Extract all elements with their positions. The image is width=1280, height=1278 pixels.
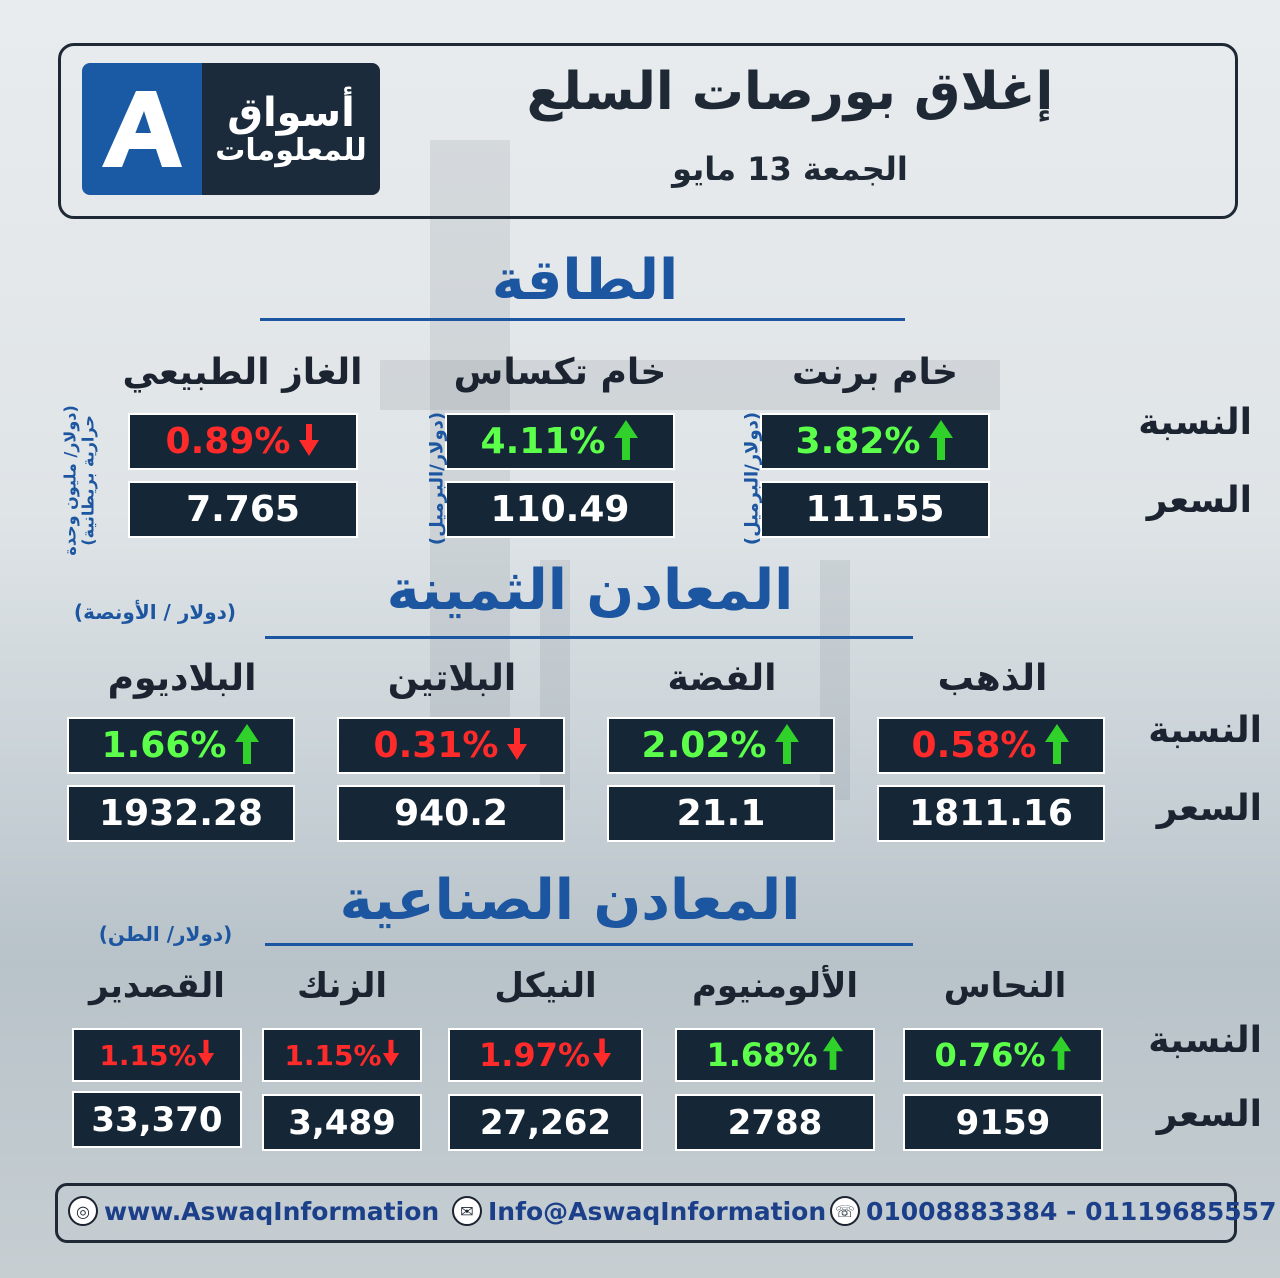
pct-value: 1.66%	[101, 725, 227, 766]
price-box: 7.765	[128, 481, 358, 538]
pct-box: 1.15%	[262, 1028, 422, 1082]
logo-line1: أسواق	[227, 89, 355, 136]
section-title-energy: الطاقة	[491, 248, 679, 313]
row-label-pct: النسبة	[1148, 710, 1262, 751]
arrow-down-icon	[298, 422, 320, 462]
website-text: www.AswaqInformation	[104, 1196, 440, 1226]
row-label-pct: النسبة	[1148, 1020, 1262, 1061]
pct-box: 4.11%	[445, 413, 675, 470]
footer-email[interactable]: ✉ Info@AswaqInformation	[452, 1196, 826, 1226]
pct-box: 1.15%	[72, 1028, 242, 1082]
commodity-name: الألومنيوم	[691, 966, 859, 1006]
logo-mark	[82, 63, 202, 195]
unit-label: (دولار/ مليون وحدة حرارية بريطانية)	[60, 405, 98, 556]
price-box: 1811.16	[877, 785, 1105, 842]
logo-a-icon	[102, 91, 182, 167]
logo-text: أسواق للمعلومات	[202, 63, 380, 195]
bg-rig-deck	[380, 360, 1000, 410]
page-date: الجمعة 13 مايو	[672, 150, 908, 188]
price-box: 3,489	[262, 1094, 422, 1151]
unit-label: (دولار/ الطن)	[98, 922, 233, 946]
unit-label: (دولار/البرميل)	[426, 411, 448, 546]
section-divider	[260, 318, 905, 321]
pct-value: 0.31%	[373, 725, 499, 766]
arrow-down-icon	[382, 1037, 400, 1073]
price-box: 9159	[903, 1094, 1103, 1151]
commodity-name: النيكل	[494, 966, 597, 1006]
pct-value: 2.02%	[641, 725, 767, 766]
pct-box: 0.58%	[877, 717, 1105, 774]
commodity-name: خام تكساس	[453, 352, 667, 393]
price-box: 940.2	[337, 785, 565, 842]
arrow-down-icon	[197, 1037, 215, 1073]
pct-value: 0.76%	[934, 1036, 1046, 1074]
arrow-down-icon	[592, 1036, 612, 1074]
arrow-up-icon	[774, 722, 800, 770]
row-label-price: السعر	[1146, 480, 1252, 521]
logo: أسواق للمعلومات	[82, 63, 380, 195]
pct-box: 0.31%	[337, 717, 565, 774]
pct-value: 4.11%	[480, 421, 606, 462]
row-label-price: السعر	[1156, 788, 1262, 829]
footer-phone[interactable]: ☏ 01008883384 - 01119685557	[830, 1196, 1276, 1226]
pct-box: 1.68%	[675, 1028, 875, 1082]
price-box: 33,370	[72, 1091, 242, 1148]
mail-icon: ✉	[452, 1196, 482, 1226]
section-divider	[265, 636, 913, 639]
section-divider	[265, 943, 913, 946]
email-text: Info@AswaqInformation	[488, 1196, 827, 1226]
commodity-name: القصدير	[89, 966, 225, 1006]
unit-label: (دولار / الأونصة)	[73, 600, 237, 624]
arrow-up-icon	[1050, 1033, 1072, 1077]
pct-box: 2.02%	[607, 717, 835, 774]
row-label-price: السعر	[1156, 1094, 1262, 1135]
phone-text: 01008883384 - 01119685557	[866, 1196, 1277, 1226]
pct-value: 0.89%	[165, 421, 291, 462]
pct-box: 0.89%	[128, 413, 358, 470]
pct-value: 1.15%	[99, 1038, 197, 1072]
page-title: إغلاق بورصات السلع	[526, 62, 1054, 122]
pct-value: 1.15%	[284, 1038, 382, 1072]
price-box: 21.1	[607, 785, 835, 842]
price-box: 27,262	[448, 1094, 643, 1151]
footer-frame	[55, 1183, 1237, 1243]
commodity-name: الذهب	[937, 658, 1048, 699]
price-box: 111.55	[760, 481, 990, 538]
pct-box: 1.97%	[448, 1028, 643, 1082]
globe-icon: ◎	[68, 1196, 98, 1226]
commodity-name: النحاس	[943, 966, 1067, 1006]
commodity-name: الزنك	[297, 966, 387, 1006]
arrow-up-icon	[234, 722, 260, 770]
pct-box: 0.76%	[903, 1028, 1103, 1082]
pct-box: 1.66%	[67, 717, 295, 774]
price-box: 2788	[675, 1094, 875, 1151]
arrow-up-icon	[928, 418, 954, 466]
commodity-name: الغاز الطبيعي	[122, 352, 363, 393]
commodity-name: البلاتين	[387, 658, 517, 699]
header-frame	[58, 43, 1238, 219]
arrow-down-icon	[506, 726, 528, 766]
pct-box: 3.82%	[760, 413, 990, 470]
price-box: 110.49	[445, 481, 675, 538]
footer-website[interactable]: ◎ www.AswaqInformation	[68, 1196, 439, 1226]
pct-value: 3.82%	[795, 421, 921, 462]
commodity-name: البلاديوم	[107, 658, 257, 699]
phone-icon: ☏	[830, 1196, 860, 1226]
section-title-precious: المعادن الثمينة	[386, 558, 794, 623]
commodity-name: الفضة	[667, 658, 777, 699]
row-label-pct: النسبة	[1138, 402, 1252, 443]
commodity-name: خام برنت	[792, 352, 958, 393]
arrow-up-icon	[613, 418, 639, 466]
price-box: 1932.28	[67, 785, 295, 842]
pct-value: 0.58%	[911, 725, 1037, 766]
arrow-up-icon	[822, 1033, 844, 1077]
pct-value: 1.68%	[706, 1036, 818, 1074]
unit-label: (دولار/البرميل)	[741, 411, 763, 546]
pct-value: 1.97%	[478, 1036, 590, 1074]
logo-line2: للمعلومات	[215, 132, 367, 168]
arrow-up-icon	[1044, 722, 1070, 770]
section-title-industrial: المعادن الصناعية	[339, 868, 801, 933]
